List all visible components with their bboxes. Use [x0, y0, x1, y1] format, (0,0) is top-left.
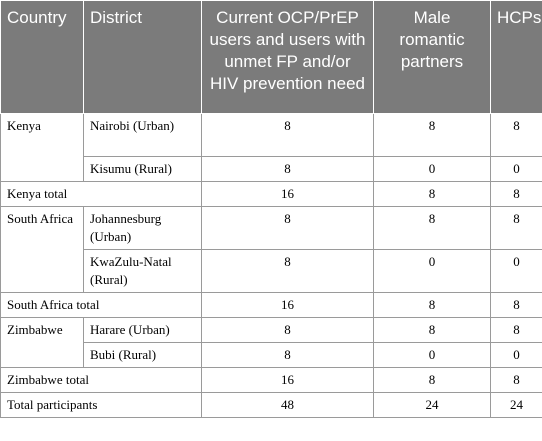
users-cell: 16 — [201, 181, 374, 207]
district-cell: Nairobi (Urban) — [83, 113, 202, 157]
total-row: Kenya total 16 8 8 — [0, 181, 542, 207]
table-row: Kenya Nairobi (Urban) 8 8 8 — [0, 113, 542, 182]
users-cell: 8 — [201, 206, 374, 250]
users-cell: 16 — [201, 292, 374, 318]
users-cell: 48 — [201, 392, 374, 418]
total-label-cell: Total participants — [0, 392, 202, 418]
male-partners-cell: 8 — [373, 317, 491, 343]
male-partners-cell: 8 — [373, 367, 491, 393]
grand-total-row: Total participants 48 24 24 — [0, 392, 542, 418]
header-users: Current OCP/PrEP users and users with un… — [201, 0, 374, 114]
users-cell: 8 — [201, 113, 374, 157]
total-label-cell: South Africa total — [0, 292, 202, 318]
table-row: Zimbabwe Harare (Urban) 8 8 8 — [0, 317, 542, 368]
users-cell: 8 — [201, 156, 374, 182]
header-male-partners: Male romantic partners — [373, 0, 491, 114]
district-cell: Johannesburg (Urban) — [83, 206, 202, 250]
hcps-cell: 8 — [490, 367, 542, 393]
district-cell: Kisumu (Rural) — [83, 156, 202, 182]
hcps-cell: 8 — [490, 113, 542, 157]
table-row: Bubi (Rural) 8 0 0 — [1, 342, 542, 368]
participants-table: Country District Current OCP/PrEP users … — [0, 0, 542, 418]
total-label-cell: Zimbabwe total — [0, 367, 202, 393]
male-partners-cell: 24 — [373, 392, 491, 418]
header-row: Country District Current OCP/PrEP users … — [0, 0, 542, 114]
male-partners-cell: 8 — [373, 206, 491, 250]
hcps-cell: 24 — [490, 392, 542, 418]
male-partners-cell: 8 — [373, 292, 491, 318]
male-partners-cell: 8 — [373, 113, 491, 157]
hcps-cell: 8 — [490, 292, 542, 318]
total-label-cell: Kenya total — [0, 181, 202, 207]
country-cell: South Africa — [0, 206, 84, 293]
users-cell: 8 — [201, 342, 374, 368]
male-partners-cell: 0 — [373, 249, 491, 293]
hcps-cell: 0 — [490, 249, 542, 293]
country-cell: Zimbabwe — [0, 317, 84, 368]
header-hcps: HCPs — [490, 0, 542, 114]
total-row: Zimbabwe total 16 8 8 — [0, 367, 542, 393]
hcps-cell: 8 — [490, 317, 542, 343]
district-cell: Bubi (Rural) — [83, 342, 202, 368]
male-partners-cell: 8 — [373, 181, 491, 207]
hcps-cell: 8 — [490, 206, 542, 250]
male-partners-cell: 0 — [373, 342, 491, 368]
users-cell: 16 — [201, 367, 374, 393]
hcps-cell: 0 — [490, 342, 542, 368]
district-cell: KwaZulu-Natal (Rural) — [83, 249, 202, 293]
hcps-cell: 8 — [490, 181, 542, 207]
users-cell: 8 — [201, 317, 374, 343]
hcps-cell: 0 — [490, 156, 542, 182]
district-cell: Harare (Urban) — [83, 317, 202, 343]
total-row: South Africa total 16 8 8 — [0, 292, 542, 318]
table-row: Kisumu (Rural) 8 0 0 — [1, 156, 542, 182]
header-country: Country — [0, 0, 84, 114]
country-cell: Kenya — [0, 113, 84, 182]
users-cell: 8 — [201, 249, 374, 293]
male-partners-cell: 0 — [373, 156, 491, 182]
table-row: South Africa Johannesburg (Urban) 8 8 8 — [0, 206, 542, 293]
header-district: District — [83, 0, 202, 114]
